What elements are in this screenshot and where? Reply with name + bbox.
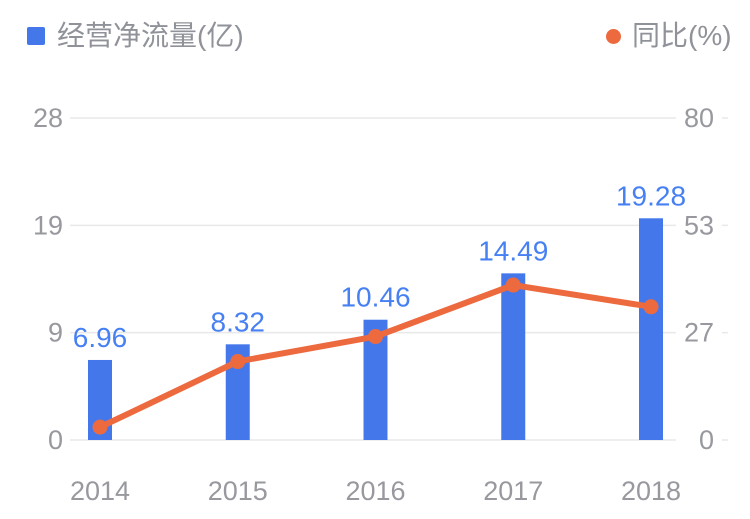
left-axis-tick-label: 0 — [48, 425, 63, 455]
bar-value-label: 8.32 — [211, 306, 266, 337]
bar-value-label: 6.96 — [73, 322, 128, 353]
bar-series-legend-label: 经营净流量(亿) — [57, 20, 244, 51]
line-series-dot-icon — [606, 28, 621, 44]
right-axis-tick-label: 53 — [684, 210, 714, 240]
x-axis-label-2017: 2017 — [483, 476, 543, 506]
x-axis-label-2018: 2018 — [621, 476, 681, 506]
line-point-2017[interactable] — [505, 277, 521, 293]
bar-2018[interactable] — [639, 218, 663, 440]
right-axis-tick-label: 27 — [684, 318, 714, 348]
right-tick-backdrop — [676, 208, 722, 243]
right-axis-tick-label: 80 — [684, 103, 714, 133]
bar-2017[interactable] — [501, 273, 526, 440]
x-axis-label-2014: 2014 — [70, 476, 130, 506]
x-axis-label-2015: 2015 — [208, 476, 268, 506]
line-point-2016[interactable] — [368, 329, 383, 345]
right-tick-backdrop — [676, 315, 722, 350]
line-point-2015[interactable] — [230, 354, 246, 370]
left-axis-tick-label: 28 — [33, 103, 63, 133]
left-axis-tick-label: 9 — [48, 318, 63, 348]
line-point-2014[interactable] — [92, 419, 108, 435]
right-tick-backdrop — [676, 423, 722, 457]
bar-series-swatch-icon — [27, 27, 45, 45]
right-axis-tick-label: 0 — [699, 425, 714, 455]
legend-item-line-series[interactable]: 同比(%) — [606, 19, 732, 53]
bar-value-label: 14.49 — [478, 235, 548, 266]
x-axis-label-2016: 2016 — [345, 476, 405, 506]
bar-value-label: 19.28 — [616, 180, 686, 211]
legend-item-bar-series[interactable]: 经营净流量(亿) — [27, 19, 244, 53]
line-point-2018[interactable] — [643, 299, 659, 315]
bar-value-label: 10.46 — [340, 282, 410, 313]
right-tick-backdrop — [676, 101, 722, 135]
line-series-legend-label: 同比(%) — [632, 20, 732, 51]
left-axis-tick-label: 19 — [33, 210, 63, 240]
